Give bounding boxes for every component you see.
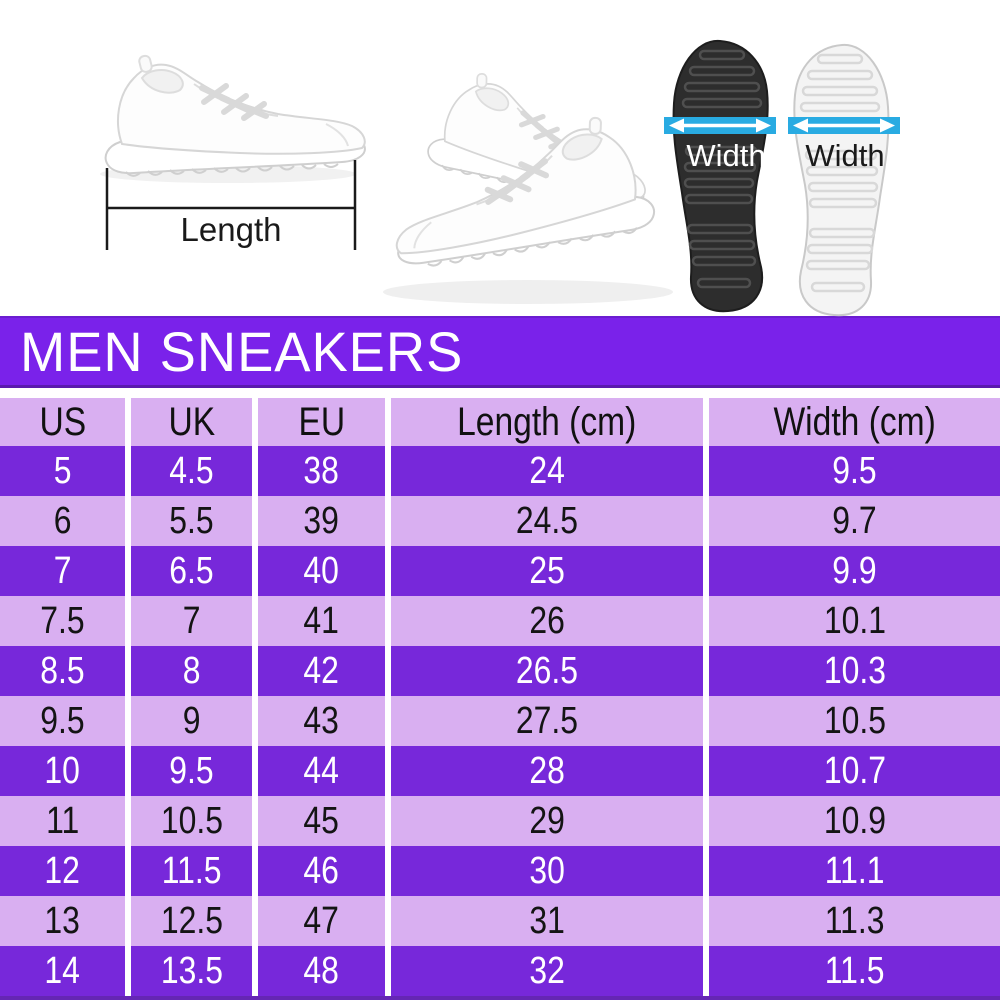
white-sneaker-side: [106, 55, 365, 176]
white-sole: [793, 43, 890, 317]
table-row: 6 5.5 39 24.5 9.7: [0, 496, 1000, 546]
soles-width-illustration: Width Width: [664, 39, 900, 317]
hero-photo-area: Length: [0, 0, 1000, 317]
column-header-us: US: [0, 398, 131, 446]
title-banner: MEN SNEAKERS: [0, 316, 1000, 388]
table-row: 11 10.5 45 29 10.9: [0, 796, 1000, 846]
sneaker-side-view-illustration: Length: [100, 44, 380, 250]
table-row: 7.5 7 41 26 10.1: [0, 596, 1000, 646]
table-row: 13 12.5 47 31 11.3: [0, 896, 1000, 946]
black-sole: [672, 39, 769, 313]
table-row: 14 13.5 48 32 11.5: [0, 946, 1000, 996]
table-row: 5 4.5 38 24 9.5: [0, 446, 1000, 496]
column-header-length: Length (cm): [388, 398, 709, 446]
bottom-edge-strip: [0, 996, 1000, 1000]
pair-shadow: [383, 280, 673, 304]
column-header-width: Width (cm): [706, 398, 1000, 446]
column-header-uk: UK: [128, 398, 258, 446]
sneaker-pair-illustration: [358, 40, 673, 304]
width-label-white-sole: Width: [805, 138, 884, 173]
length-label: Length: [181, 211, 282, 248]
width-label-black-sole: Width: [686, 138, 765, 173]
size-conversion-table: US UK EU Length (cm) Width (cm) 5 4.5 38…: [0, 398, 1000, 996]
table-row: 7 6.5 40 25 9.9: [0, 546, 1000, 596]
width-arrow-left: [664, 117, 776, 134]
width-arrow-right: [788, 117, 900, 134]
table-header-row: US UK EU Length (cm) Width (cm): [0, 398, 1000, 446]
table-row: 10 9.5 44 28 10.7: [0, 746, 1000, 796]
table-row: 8.5 8 42 26.5 10.3: [0, 646, 1000, 696]
table-row: 12 11.5 46 30 11.1: [0, 846, 1000, 896]
banner-table-gap: [0, 388, 1000, 398]
page-title: MEN SNEAKERS: [20, 319, 464, 383]
table-row: 9.5 9 43 27.5 10.5: [0, 696, 1000, 746]
length-measurement-bracket: [105, 160, 357, 250]
column-header-eu: EU: [255, 398, 391, 446]
